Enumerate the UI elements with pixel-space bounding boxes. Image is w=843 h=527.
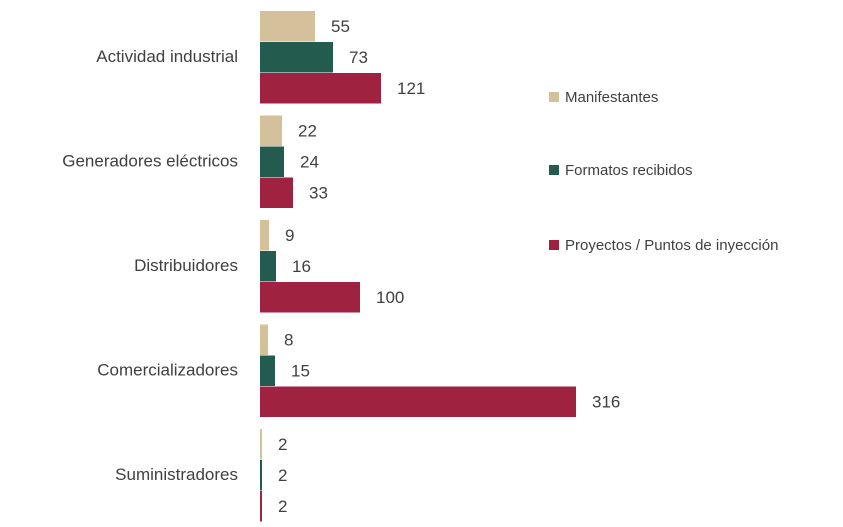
value-label: 73 bbox=[349, 48, 368, 67]
value-label: 2 bbox=[278, 435, 287, 454]
value-label: 316 bbox=[592, 392, 620, 411]
bar bbox=[260, 73, 381, 104]
legend-label: Manifestantes bbox=[565, 89, 658, 106]
legend-label: Formatos recibidos bbox=[565, 162, 693, 179]
legend-swatch bbox=[549, 165, 559, 175]
bar bbox=[260, 11, 315, 42]
value-label: 15 bbox=[291, 361, 310, 380]
value-label: 9 bbox=[285, 226, 294, 245]
legend-label: Proyectos / Puntos de inyección bbox=[565, 237, 778, 254]
category-label: Generadores eléctricos bbox=[62, 151, 238, 170]
value-label: 55 bbox=[331, 17, 350, 36]
value-label: 22 bbox=[298, 121, 317, 140]
category-label: Suministradores bbox=[115, 465, 238, 484]
value-label: 121 bbox=[397, 79, 425, 98]
bar bbox=[260, 251, 276, 282]
bar bbox=[260, 491, 262, 522]
value-label: 24 bbox=[300, 152, 319, 171]
category-label: Actividad industrial bbox=[96, 47, 238, 66]
bar bbox=[260, 355, 275, 386]
bar bbox=[260, 146, 284, 177]
value-label: 2 bbox=[278, 497, 287, 516]
bar bbox=[260, 42, 333, 73]
bar bbox=[260, 220, 269, 251]
legend-swatch bbox=[549, 92, 559, 102]
value-label: 16 bbox=[292, 257, 311, 276]
category-label: Distribuidores bbox=[134, 256, 238, 275]
bar bbox=[260, 460, 262, 491]
legend-swatch bbox=[549, 240, 559, 250]
bar bbox=[260, 177, 293, 208]
bar bbox=[260, 429, 262, 460]
bar bbox=[260, 115, 282, 146]
bar bbox=[260, 282, 360, 313]
value-label: 8 bbox=[284, 330, 293, 349]
bar bbox=[260, 386, 576, 417]
bar bbox=[260, 324, 268, 355]
value-label: 33 bbox=[309, 183, 328, 202]
value-label: 100 bbox=[376, 288, 404, 307]
category-label: Comercializadores bbox=[97, 360, 238, 379]
value-label: 2 bbox=[278, 466, 287, 485]
